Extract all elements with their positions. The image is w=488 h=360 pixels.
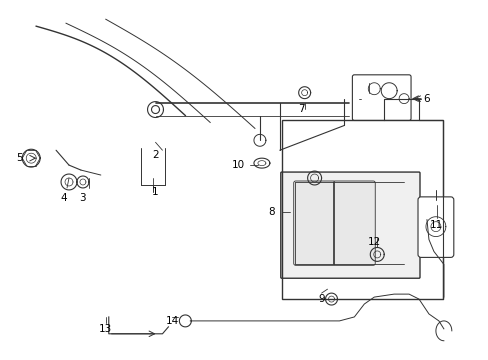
Text: 10: 10 <box>231 160 244 170</box>
FancyBboxPatch shape <box>333 181 374 265</box>
Text: 13: 13 <box>99 324 112 334</box>
Text: 3: 3 <box>80 193 86 203</box>
Text: 4: 4 <box>61 193 67 203</box>
FancyBboxPatch shape <box>352 75 410 121</box>
Text: 5: 5 <box>16 153 22 163</box>
FancyBboxPatch shape <box>280 172 419 278</box>
FancyBboxPatch shape <box>293 181 335 265</box>
FancyBboxPatch shape <box>417 197 453 257</box>
Text: 9: 9 <box>318 294 324 304</box>
Text: 1: 1 <box>152 187 159 197</box>
Text: 7: 7 <box>298 104 305 113</box>
Text: 6: 6 <box>423 94 429 104</box>
Text: 11: 11 <box>429 220 443 230</box>
Text: 12: 12 <box>367 237 380 247</box>
Text: 2: 2 <box>152 150 159 160</box>
Bar <box>281 121 442 299</box>
Text: 8: 8 <box>268 207 275 217</box>
Text: 14: 14 <box>165 316 179 326</box>
